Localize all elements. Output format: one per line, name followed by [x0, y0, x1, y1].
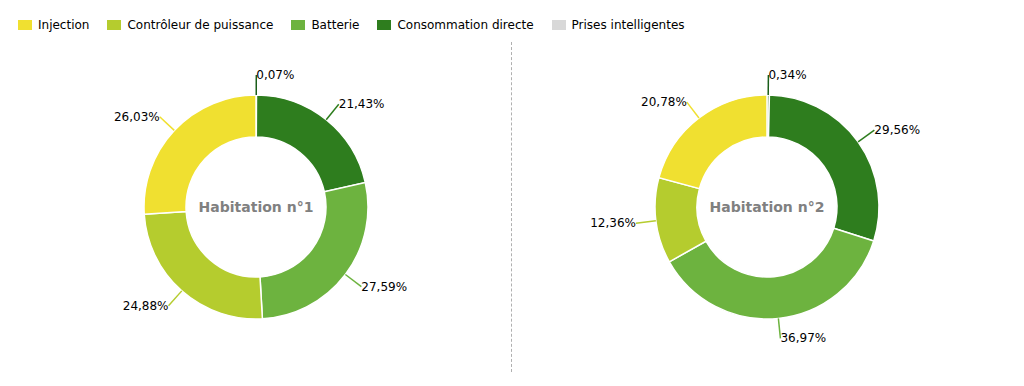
- html-text:Consommation directe: Consommation directe: [397, 18, 534, 32]
- svg-text:0,07%: 0,07%: [256, 68, 294, 82]
- svg-text:12,36%: 12,36%: [590, 216, 636, 230]
- svg-text:36,97%: 36,97%: [780, 331, 826, 345]
- svg-text:0,34%: 0,34%: [768, 68, 806, 82]
- svg-text:26,03%: 26,03%: [114, 110, 160, 124]
- html-text:Batterie: Batterie: [311, 18, 360, 32]
- svg-text:Habitation n°1: Habitation n°1: [199, 199, 314, 215]
- html-text:Injection: Injection: [38, 18, 90, 32]
- svg-text:Habitation n°2: Habitation n°2: [710, 199, 825, 215]
- svg-text:27,59%: 27,59%: [361, 280, 407, 294]
- svg-text:24,88%: 24,88%: [123, 299, 169, 313]
- svg-text:29,56%: 29,56%: [874, 123, 920, 137]
- svg-text:20,78%: 20,78%: [641, 95, 687, 109]
- html-text:Prises intelligentes: Prises intelligentes: [571, 18, 685, 32]
- html-text:Contrôleur de puissance: Contrôleur de puissance: [127, 18, 274, 32]
- svg-text:21,43%: 21,43%: [339, 97, 385, 111]
